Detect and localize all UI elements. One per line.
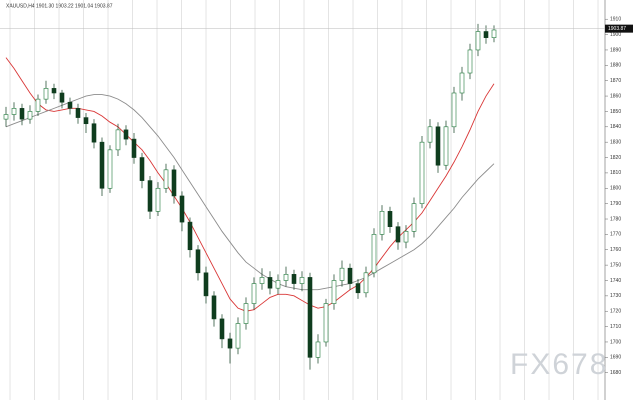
y-tick-label: 1900 bbox=[610, 32, 621, 38]
y-tick-label: 1840 bbox=[610, 124, 621, 130]
candle-body bbox=[307, 277, 313, 358]
y-tick-label: 1690 bbox=[610, 355, 621, 361]
candle-body bbox=[3, 114, 9, 120]
candle-body bbox=[203, 272, 209, 297]
candle-body bbox=[131, 138, 137, 158]
candle-body bbox=[259, 277, 265, 284]
candle-body bbox=[291, 274, 297, 284]
candle-body bbox=[35, 98, 41, 112]
y-tick-label: 1730 bbox=[610, 293, 621, 299]
y-tick-label: 1740 bbox=[610, 278, 621, 284]
candle-body bbox=[83, 117, 89, 125]
candle-body bbox=[59, 92, 65, 103]
candle-body bbox=[179, 195, 185, 223]
candle-body bbox=[483, 31, 489, 38]
candle-body bbox=[323, 303, 329, 343]
y-tick-label: 1750 bbox=[610, 262, 621, 268]
candle-body bbox=[355, 283, 361, 294]
y-tick-label: 1890 bbox=[610, 47, 621, 53]
y-tick-label: 1880 bbox=[610, 63, 621, 69]
candle-body bbox=[435, 126, 441, 166]
candle-body bbox=[331, 280, 337, 304]
candle-body bbox=[475, 31, 481, 51]
candle-body bbox=[339, 267, 345, 281]
candle-body bbox=[155, 187, 161, 212]
candle-body bbox=[219, 318, 225, 340]
y-tick-label: 1700 bbox=[610, 339, 621, 345]
candle-body bbox=[315, 341, 321, 358]
candle-body bbox=[267, 277, 273, 289]
y-tick-label: 1720 bbox=[610, 309, 621, 315]
candle-body bbox=[211, 295, 217, 320]
candle-body bbox=[91, 123, 97, 143]
candle-body bbox=[27, 111, 33, 120]
candle-body bbox=[491, 29, 497, 38]
symbol-info: XAUUSD,H4 1901.30 1903.22 1901.04 1903.8… bbox=[6, 3, 113, 9]
candle-body bbox=[187, 221, 193, 251]
y-tick-label: 1770 bbox=[610, 232, 621, 238]
candle-body bbox=[411, 203, 417, 232]
y-tick-label: 1860 bbox=[610, 93, 621, 99]
y-tick-label: 1800 bbox=[610, 186, 621, 192]
last-price-tag bbox=[605, 24, 633, 33]
candle-body bbox=[467, 49, 473, 74]
candle-body bbox=[99, 141, 105, 189]
candle-body bbox=[299, 277, 305, 284]
y-tick-label: 1870 bbox=[610, 78, 621, 84]
candle-body bbox=[427, 126, 433, 143]
y-tick-label: 1760 bbox=[610, 247, 621, 253]
y-tick-label: 1850 bbox=[610, 109, 621, 115]
candle-body bbox=[459, 72, 465, 94]
y-tick-label: 1790 bbox=[610, 201, 621, 207]
y-tick-label: 1820 bbox=[610, 155, 621, 161]
candle-body bbox=[163, 169, 169, 189]
candle-body bbox=[419, 141, 425, 204]
candle-body bbox=[235, 323, 241, 349]
candle-body bbox=[75, 108, 81, 118]
candle-body bbox=[371, 234, 377, 274]
candle-body bbox=[347, 267, 353, 284]
y-tick-label: 1910 bbox=[610, 17, 621, 23]
candle-body bbox=[363, 272, 369, 294]
candle-body bbox=[123, 129, 129, 140]
candle-body bbox=[115, 129, 121, 151]
last-price-label: 1903.87 bbox=[608, 26, 626, 32]
candle-body bbox=[379, 211, 385, 235]
y-tick-label: 1780 bbox=[610, 216, 621, 222]
watermark: FX678 bbox=[510, 348, 608, 381]
candle-body bbox=[243, 303, 249, 324]
moving-average bbox=[5, 94, 495, 291]
candle-body bbox=[171, 169, 177, 197]
y-tick-label: 1680 bbox=[610, 370, 621, 376]
candle-body bbox=[443, 126, 449, 166]
candle-body bbox=[19, 108, 25, 120]
candle-body bbox=[147, 180, 153, 212]
candle-body bbox=[51, 88, 57, 94]
candle-body bbox=[283, 274, 289, 281]
candle-body bbox=[195, 249, 201, 274]
y-tick-label: 1710 bbox=[610, 324, 621, 330]
candle-body bbox=[227, 338, 233, 349]
candle-body bbox=[451, 92, 457, 128]
candle-body bbox=[107, 149, 113, 189]
y-tick-label: 1830 bbox=[610, 140, 621, 146]
candle-body bbox=[395, 226, 401, 243]
candle-body bbox=[275, 280, 281, 289]
candle-body bbox=[43, 88, 49, 100]
candle-body bbox=[403, 231, 409, 243]
candle-body bbox=[139, 157, 145, 181]
candle-body bbox=[67, 101, 73, 109]
y-tick-label: 1810 bbox=[610, 170, 621, 176]
candle-body bbox=[251, 283, 257, 304]
candle-body bbox=[11, 108, 17, 115]
candle-body bbox=[387, 211, 393, 228]
